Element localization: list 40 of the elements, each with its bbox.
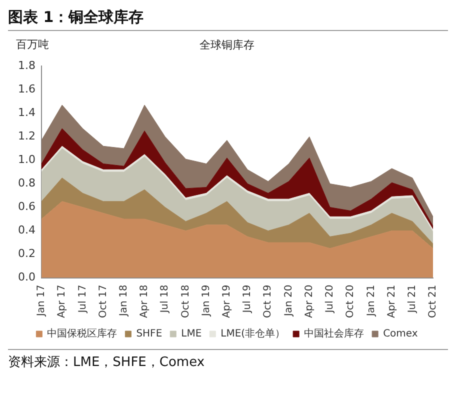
x-tick-label: Apr 17	[56, 284, 68, 318]
x-tick-label: Jul 21	[406, 284, 418, 314]
chart-title: 图表 1：铜全球库存	[8, 8, 448, 31]
legend-label: LME	[181, 328, 202, 340]
x-tick-label: Jan 19	[200, 284, 212, 318]
x-tick-label: Jan 17	[36, 284, 48, 318]
x-tick-label: Oct 18	[180, 284, 192, 318]
legend-label: SHFE	[136, 328, 162, 340]
x-tick-label: Apr 18	[139, 284, 150, 318]
x-tick-label: Jan 20	[283, 284, 294, 318]
x-tick-label: Oct 20	[345, 284, 356, 318]
chart-subtitle: 全球铜库存	[200, 38, 254, 52]
x-tick-label: Jul 17	[77, 284, 88, 314]
x-tick-label: Oct 21	[428, 284, 439, 318]
y-tick-label: 1.4	[18, 106, 36, 120]
y-tick-label: 0.6	[18, 200, 36, 214]
y-tick-label: 1.2	[18, 130, 36, 143]
x-tick-label: Apr 21	[386, 284, 398, 318]
x-tick-label: Oct 17	[98, 284, 109, 318]
x-tick-label: Oct 19	[262, 284, 274, 318]
legend-label: 中国社会库存	[304, 328, 364, 340]
x-tick-label: Apr 20	[304, 284, 315, 318]
legend-label: Comex	[383, 328, 418, 340]
x-tick-label: Apr 19	[222, 284, 233, 318]
y-tick-label: 1.8	[18, 59, 36, 72]
x-tick-label: Jul 20	[324, 284, 336, 314]
text: 资料来源：LME，SHFE，Comex	[8, 349, 448, 371]
x-tick-label: Jan 18	[118, 284, 130, 318]
y-tick-label: 1.6	[18, 82, 36, 96]
legend-label: LME(非仓单）	[220, 328, 286, 340]
y-tick-label: 0.0	[18, 270, 36, 284]
x-tick-label: Jul 19	[242, 284, 254, 314]
y-tick-label: 0.4	[18, 224, 36, 237]
y-tick-label: 1.0	[18, 153, 36, 166]
x-tick-label: Jan 21	[366, 284, 377, 318]
legend-label: 中国保税区库存	[47, 328, 118, 340]
x-tick-label: Jul 18	[160, 284, 171, 314]
y-tick-label: 0.2	[18, 247, 36, 260]
y-tick-label: 0.8	[18, 176, 36, 190]
y-axis-title: 百万吨	[16, 38, 49, 51]
